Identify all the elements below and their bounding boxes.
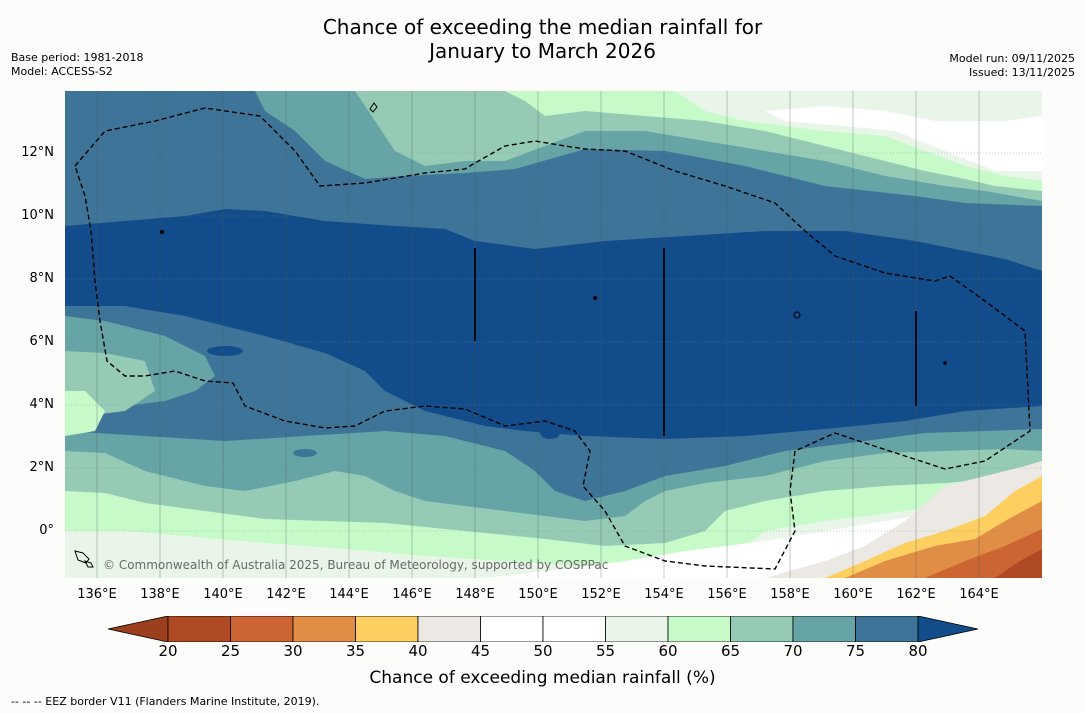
transect-lines — [474, 248, 917, 436]
colorbar-cell — [792, 616, 856, 642]
y-tick-10n: 10°N — [21, 208, 54, 223]
colorbar-tick: 30 — [283, 642, 303, 660]
colorbar — [108, 616, 978, 642]
map-title-line1: Chance of exceeding the median rainfall … — [322, 15, 763, 39]
x-tick-154e: 154°E — [644, 587, 684, 602]
y-tick-8n: 8°N — [29, 271, 55, 286]
x-tick-158e: 158°E — [770, 587, 810, 602]
x-tick-136e: 136°E — [77, 587, 117, 602]
colorbar-tick: 45 — [470, 642, 491, 660]
meridians — [96, 91, 980, 578]
colorbar-tick: 55 — [595, 642, 616, 660]
map-canvas — [65, 91, 1042, 578]
model-name: Model: ACCESS-S2 — [11, 65, 113, 78]
colorbar-cell — [730, 616, 794, 642]
islands — [74, 102, 947, 568]
y-tick-12n: 12°N — [21, 145, 54, 160]
colorbar-tick: 25 — [220, 642, 241, 660]
x-tick-152e: 152°E — [581, 587, 621, 602]
patch-wet-2 — [562, 205, 578, 213]
colorbar-tick: 65 — [720, 642, 741, 660]
band-20-25 — [995, 549, 1042, 578]
colorbar-cell — [292, 616, 356, 642]
colorbar-cell — [542, 616, 606, 642]
model-info: Base period: 1981-2018 Model: ACCESS-S2 — [11, 51, 143, 79]
y-tick-0: 0° — [39, 523, 54, 538]
colorbar-label: Chance of exceeding median rainfall (%) — [369, 668, 716, 688]
colorbar-tick: 50 — [533, 642, 553, 660]
x-tick-164e: 164°E — [959, 587, 999, 602]
colorbar-tick: 70 — [783, 642, 803, 660]
colorbar-extend-high — [917, 616, 978, 642]
colorbar-cell — [855, 616, 919, 642]
x-tick-162e: 162°E — [896, 587, 936, 602]
colorbar-cell — [167, 616, 231, 642]
band-25-30 — [925, 529, 1042, 578]
y-tick-6n: 6°N — [29, 334, 55, 349]
colorbar-tick: 20 — [158, 642, 178, 660]
colorbar-cell — [355, 616, 419, 642]
colorbar-tick: 80 — [908, 642, 928, 660]
x-tick-148e: 148°E — [455, 587, 495, 602]
eez-footnote: -- -- -- EEZ border V11 (Flanders Marine… — [11, 695, 320, 708]
x-tick-140e: 140°E — [203, 587, 243, 602]
copyright-notice: © Commonwealth of Australia 2025, Bureau… — [103, 558, 609, 572]
issued-date: Issued: 13/11/2025 — [968, 66, 1075, 79]
y-tick-4n: 4°N — [29, 397, 55, 412]
run-info: Model run: 09/11/2025 Issued: 13/11/2025 — [949, 52, 1075, 80]
map-title-line2: January to March 2026 — [429, 39, 656, 63]
colorbar-tick: 75 — [845, 642, 866, 660]
x-tick-146e: 146°E — [392, 587, 432, 602]
colorbar-cell — [480, 616, 544, 642]
x-tick-142e: 142°E — [266, 587, 306, 602]
colorbar-cell — [417, 616, 481, 642]
x-tick-144e: 144°E — [329, 587, 369, 602]
rainfall-probability-map — [65, 91, 1042, 578]
colorbar-extend-low — [108, 616, 169, 642]
y-tick-2n: 2°N — [29, 460, 55, 475]
colorbar-tick: 40 — [408, 642, 428, 660]
patch-strong-wet-2 — [540, 427, 560, 439]
x-tick-156e: 156°E — [707, 587, 747, 602]
patch-strong-wet — [207, 346, 243, 356]
model-run-date: Model run: 09/11/2025 — [949, 52, 1075, 65]
base-period: Base period: 1981-2018 — [11, 51, 144, 64]
x-tick-138e: 138°E — [140, 587, 180, 602]
x-tick-160e: 160°E — [833, 587, 873, 602]
colorbar-cell — [230, 616, 294, 642]
colorbar-cell — [667, 616, 731, 642]
patch-wet — [293, 449, 317, 457]
x-tick-150e: 150°E — [518, 587, 558, 602]
graticule — [65, 152, 1042, 532]
colorbar-cell — [605, 616, 669, 642]
eez-border — [74, 107, 1031, 570]
colorbar-tick: 60 — [658, 642, 678, 660]
colorbar-tick: 35 — [345, 642, 366, 660]
